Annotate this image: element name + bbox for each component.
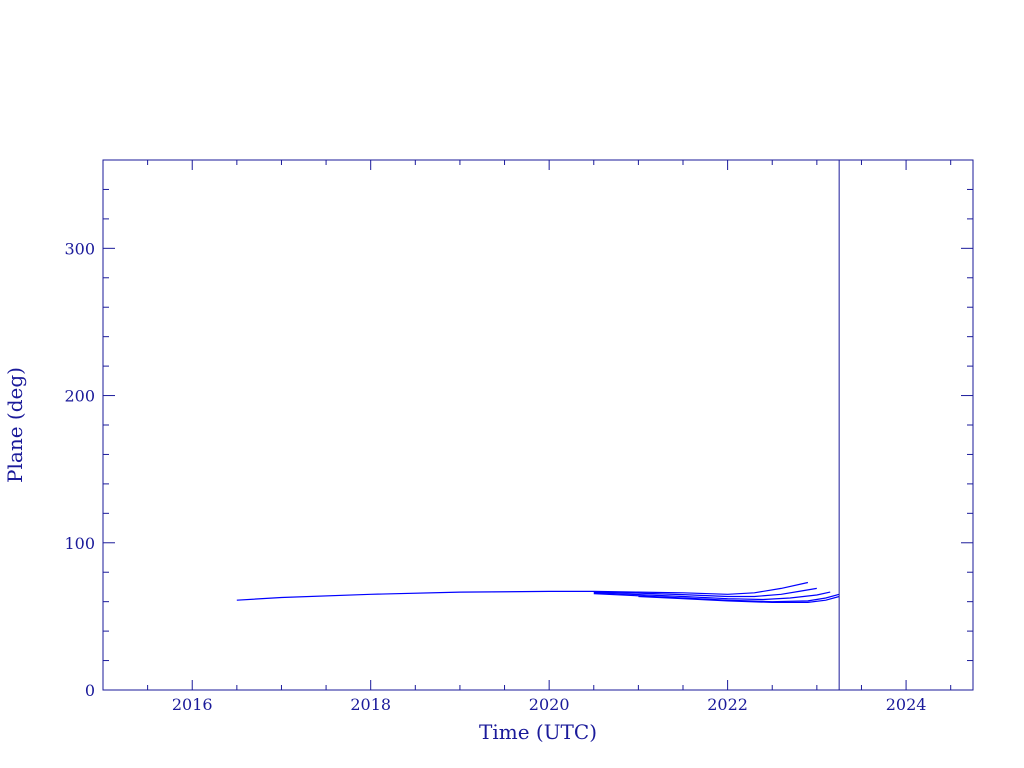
series-line-2 (593, 587, 817, 598)
series-line-1 (236, 581, 809, 601)
x-axis-label: Time (UTC) (479, 720, 597, 744)
x-tick-label: 2024 (886, 695, 927, 714)
y-tick-label: 300 (64, 239, 95, 258)
plot-frame (102, 159, 974, 691)
tick-labels: 2016 2018 2020 2022 2024 0 100 200 300 (64, 239, 926, 714)
ticks (102, 159, 973, 691)
y-tick-label: 100 (64, 534, 95, 553)
x-tick-label: 2020 (529, 695, 570, 714)
y-tick-label: 200 (64, 387, 95, 406)
x-tick-label: 2018 (350, 695, 391, 714)
x-tick-label: 2016 (172, 695, 213, 714)
y-tick-label: 0 (85, 681, 95, 700)
x-tick-label: 2022 (707, 695, 748, 714)
y-axis-label: Plane (deg) (3, 367, 27, 483)
series-line-3 (593, 591, 831, 601)
series-line-5 (638, 595, 840, 604)
series-line-4 (593, 593, 840, 603)
series-layer (236, 581, 840, 604)
